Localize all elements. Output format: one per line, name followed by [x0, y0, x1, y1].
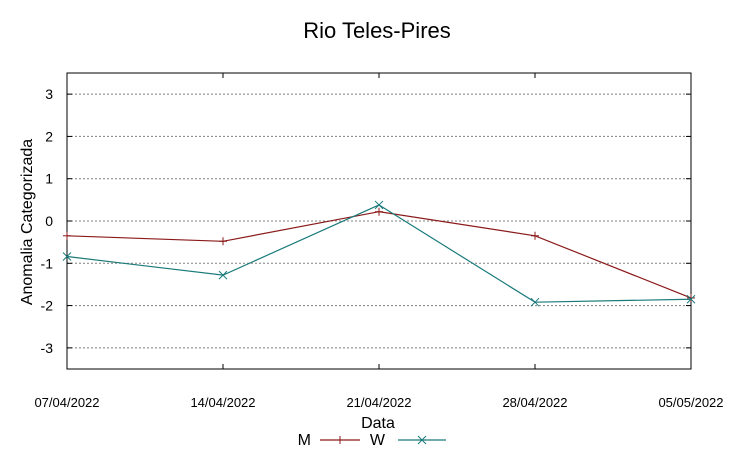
y-tick-layer: 3 2 1 0 -1 -2 -3 [41, 86, 691, 356]
data-point [218, 270, 228, 280]
data-point [687, 293, 695, 302]
x-tick-label: 07/04/2022 [34, 395, 99, 410]
series-layer [62, 200, 696, 307]
chart-title: Rio Teles-Pires [303, 18, 451, 43]
y-tick-label: -3 [41, 340, 54, 356]
data-point [686, 294, 696, 304]
series-W [62, 200, 696, 307]
grid-layer [67, 93, 691, 349]
legend-marker [417, 435, 427, 445]
y-tick-label: -1 [41, 255, 54, 271]
x-tick-label: 14/04/2022 [190, 395, 255, 410]
x-tick-label: 28/04/2022 [502, 395, 567, 410]
x-tick-layer: 07/04/2022 14/04/2022 21/04/2022 28/04/2022… [34, 73, 724, 410]
y-tick-label: 2 [45, 128, 53, 144]
y-tick-label: 1 [45, 171, 53, 187]
data-point [219, 237, 227, 246]
x-axis-label: Data [361, 415, 395, 432]
data-point [375, 207, 383, 216]
series-M [63, 207, 695, 302]
x-tick-label: 21/04/2022 [346, 395, 411, 410]
y-tick-label: 3 [45, 86, 53, 102]
data-point [63, 231, 71, 240]
series-line [66, 211, 692, 299]
data-point [531, 231, 539, 240]
y-tick-label: 0 [45, 213, 53, 229]
data-point [530, 297, 540, 307]
y-axis-label: Anomalia Categorizada [19, 139, 36, 305]
data-point [374, 200, 384, 210]
legend-label: W [370, 432, 386, 449]
x-tick-label: 05/05/2022 [658, 395, 723, 410]
legend-marker [336, 436, 344, 444]
y-tick-label: -2 [41, 298, 54, 314]
legend-label: M [298, 432, 311, 449]
series-line [66, 204, 692, 303]
data-point [62, 252, 72, 261]
